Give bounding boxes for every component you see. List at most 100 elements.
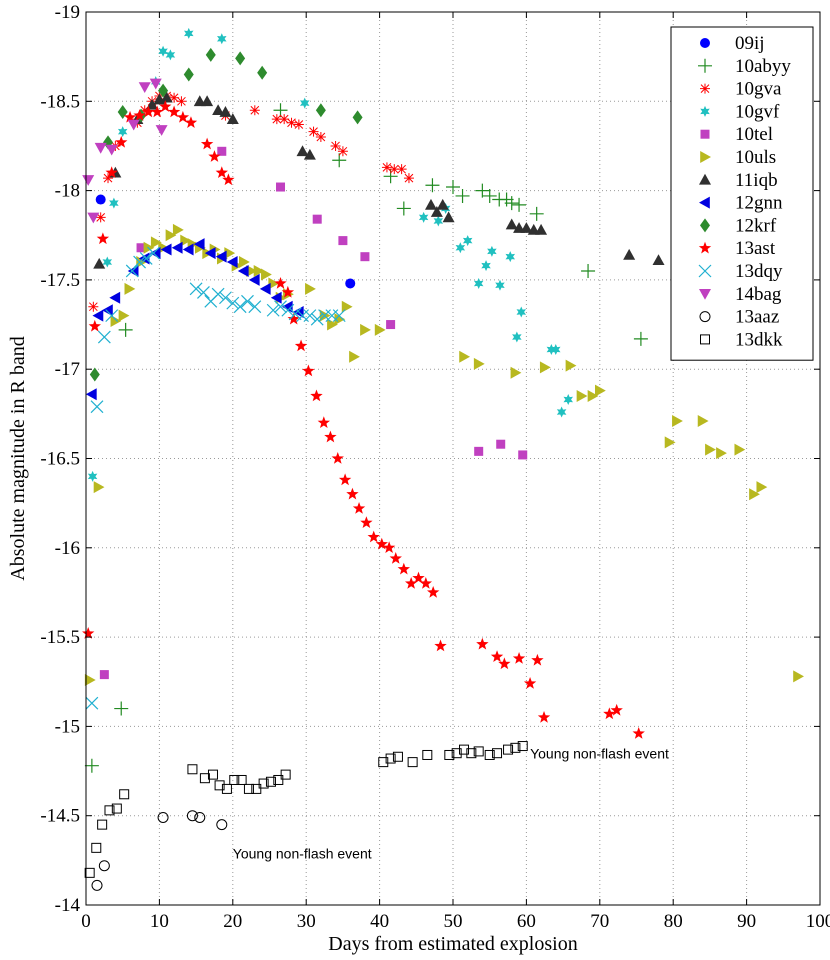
data-point-13dkk (451, 748, 462, 759)
data-point-13ast (281, 285, 295, 298)
data-point-13dkk (243, 783, 254, 794)
data-point-13ast (133, 109, 146, 121)
legend-marker-10gvf (700, 105, 710, 117)
x-tick-label: 60 (517, 911, 536, 932)
data-point-13dkk (378, 757, 389, 768)
annotation-text: Young non-flash event (233, 846, 372, 862)
data-point-13dkk (258, 778, 269, 789)
data-point-13ast (215, 166, 228, 178)
data-point-13ast (498, 657, 511, 670)
legend-entry: 10abyy (698, 56, 791, 77)
data-point-13dkk (236, 774, 247, 785)
data-point-10gvf (487, 245, 497, 257)
data-point-13ast (331, 452, 344, 464)
data-point-10gva (271, 114, 282, 125)
data-point-13ast (176, 110, 190, 123)
data-point-11iqb (146, 98, 159, 110)
data-point-13ast (96, 232, 110, 245)
data-point-13dkk (91, 842, 102, 853)
data-point-13ast (476, 637, 489, 650)
y-tick-label: -16 (55, 538, 80, 559)
data-point-12gnn (237, 264, 249, 277)
data-point-10gvf (495, 279, 505, 291)
data-point-10gvf (217, 33, 227, 45)
data-point-10uls (664, 436, 676, 449)
legend-label: 14bag (735, 284, 782, 305)
data-point-13dkk (265, 776, 276, 787)
legend-marker-13ast (698, 241, 712, 254)
data-point-10tel (474, 446, 484, 456)
data-point-12krf (183, 67, 194, 82)
data-point-13ast (159, 100, 172, 112)
data-point-10gva (330, 140, 341, 151)
y-tick-label: -17.5 (40, 270, 80, 291)
data-point-10abyy (633, 331, 648, 346)
data-point-10gva (403, 173, 414, 184)
data-point-14bag (149, 78, 162, 90)
x-tick-label: 90 (737, 911, 756, 932)
data-point-13dkk (444, 749, 455, 760)
x-tick-label: 80 (664, 911, 683, 932)
data-point-13ast (490, 650, 504, 662)
data-point-13ast (287, 312, 300, 325)
data-point-10gvf (512, 331, 522, 343)
data-point-10tel (338, 236, 348, 246)
data-point-10gvf (418, 211, 429, 223)
data-point-13dkk (273, 774, 284, 785)
x-tick-label: 40 (370, 911, 389, 932)
data-point-13dkk (385, 753, 396, 764)
data-point-10gva (308, 126, 319, 137)
data-point-10abyy (84, 758, 99, 773)
data-point-10gvf (563, 394, 573, 406)
series-13aaz (91, 810, 228, 891)
legend-marker-12krf (700, 218, 710, 233)
data-point-13ast (427, 585, 440, 598)
legend-marker-14bag (699, 289, 711, 300)
data-point-10abyy (475, 183, 490, 198)
legend-marker-13aaz (699, 311, 711, 323)
data-point-11iqb (436, 198, 449, 210)
data-point-13dkk (503, 744, 514, 755)
data-point-11iqb (303, 148, 316, 160)
data-point-10uls (239, 256, 250, 269)
series-14bag (82, 78, 168, 224)
data-point-11iqb (201, 95, 214, 107)
data-point-13dkk (187, 764, 198, 775)
data-point-09ij (95, 194, 106, 205)
data-point-10abyy (504, 196, 519, 211)
data-point-10uls (510, 366, 522, 379)
data-point-10gvf (184, 27, 194, 39)
legend-entry: 10tel (700, 124, 773, 145)
legend-entry: 13dkk (700, 329, 783, 350)
data-point-13dkk (97, 819, 108, 830)
data-point-10uls (261, 268, 272, 281)
x-tick-label: 70 (590, 911, 609, 932)
data-point-10gvf (299, 97, 310, 109)
data-point-11iqb (623, 248, 636, 260)
data-point-10tel (217, 146, 227, 156)
data-point-10uls (672, 414, 683, 427)
legend-marker-10abyy (698, 58, 712, 73)
data-point-12gnn (193, 238, 205, 251)
data-point-10uls (473, 357, 485, 370)
data-point-14bag (94, 142, 107, 154)
data-point-10gva (169, 92, 180, 103)
legend-marker-13dkk (700, 334, 710, 345)
data-point-13ast (632, 727, 645, 739)
data-point-13dqy (97, 330, 111, 344)
legend-marker-09ij (700, 38, 710, 48)
legend-entry: 12gnn (699, 193, 783, 214)
legend-entry: 10gva (700, 79, 782, 100)
data-point-10uls (172, 223, 184, 236)
data-point-10uls (360, 323, 371, 336)
legend-entry: 14bag (699, 284, 782, 305)
data-point-13dqy (266, 303, 280, 317)
y-tick-label: -15.5 (40, 627, 80, 648)
data-point-13dkk (517, 741, 528, 752)
data-point-13ast (404, 577, 418, 589)
data-point-12gnn (160, 243, 172, 256)
data-point-11iqb (226, 113, 239, 124)
legend-entry: 13aaz (699, 307, 779, 328)
data-point-10uls (124, 282, 136, 295)
data-point-10tel (312, 214, 322, 224)
